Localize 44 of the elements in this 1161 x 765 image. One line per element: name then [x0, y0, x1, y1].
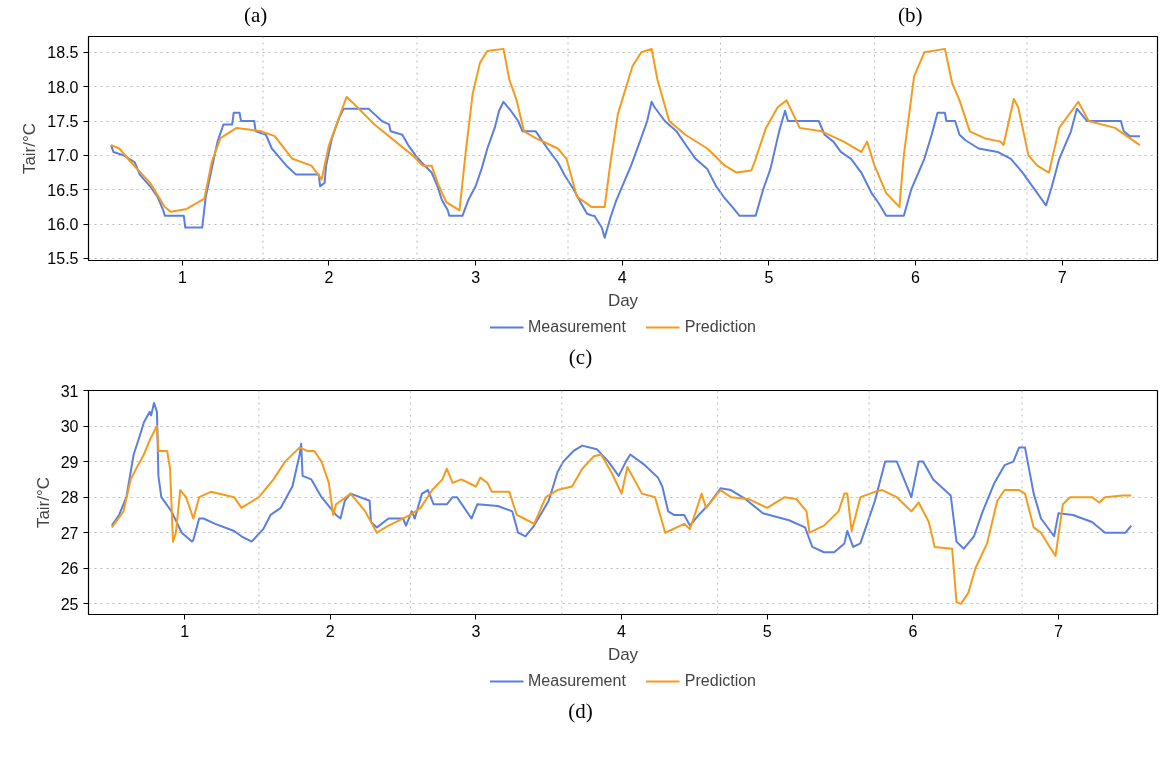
x-tick-label: 7: [1057, 268, 1067, 286]
legend-label: Measurement: [528, 318, 626, 336]
x-tick-label: 2: [324, 268, 334, 286]
line-series: [110, 100, 1141, 239]
x-axis-title: Day: [607, 290, 639, 310]
y-axis-title: Tair/°C: [33, 476, 53, 529]
text: (c): [567, 344, 594, 371]
y-tick-label: 26: [60, 560, 79, 578]
x-tick-label: 3: [471, 622, 481, 640]
x-tick-label: 6: [911, 268, 921, 286]
y-tick-label: 18.5: [47, 44, 79, 62]
y-tick-label: 17.5: [47, 113, 79, 131]
x-tick-label: 5: [764, 268, 774, 286]
y-tick-label: 30: [60, 418, 79, 436]
y-tick-label: 18.0: [47, 78, 79, 96]
y-tick-label: 15.5: [47, 250, 79, 268]
y-tick-label: 31: [60, 382, 79, 400]
y-tick-label: 28: [60, 489, 79, 507]
y-tick-label: 27: [60, 524, 79, 542]
y-tick-label: 16.0: [47, 216, 79, 234]
y-tick-label: 16.5: [47, 181, 79, 199]
y-axis-title: Tair/°C: [20, 122, 40, 175]
x-tick-label: 1: [177, 268, 187, 286]
text: (a): [244, 2, 268, 29]
x-tick-label: 2: [325, 622, 335, 640]
y-tick-label: 29: [60, 453, 79, 471]
x-tick-label: 4: [617, 268, 627, 286]
x-axis-title: Day: [607, 644, 639, 664]
text: (d): [567, 698, 594, 725]
x-tick-label: 1: [180, 622, 190, 640]
x-tick-label: 5: [762, 622, 772, 640]
legend-label: Prediction: [684, 672, 756, 690]
line-series: [110, 425, 1133, 605]
line-series: [110, 401, 1133, 554]
x-tick-label: 4: [617, 622, 627, 640]
x-tick-label: 3: [471, 268, 481, 286]
legend-label: Prediction: [684, 318, 756, 336]
x-tick-label: 7: [1054, 622, 1064, 640]
x-tick-label: 6: [908, 622, 918, 640]
line-series: [110, 47, 1141, 213]
text: (b): [898, 2, 923, 29]
y-tick-label: 17.0: [47, 147, 79, 165]
y-tick-label: 25: [60, 595, 79, 613]
legend-label: Measurement: [528, 672, 626, 690]
